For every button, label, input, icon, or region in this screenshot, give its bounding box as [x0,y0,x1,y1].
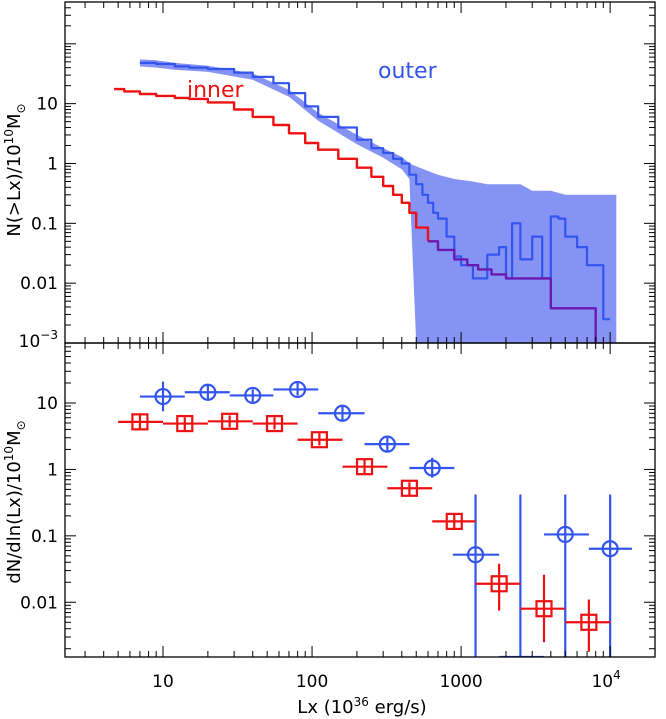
outer-marker [154,387,172,406]
outer-point [318,404,365,422]
axes-frame [64,342,656,658]
y-tick-label: 0.1 [31,527,58,547]
outer-point [544,494,589,657]
inner-point [118,413,164,431]
outer-point [499,494,545,657]
top-ylabel-sun: ⊙ [14,103,28,113]
y-tick-label: 10 [36,394,58,414]
top-plot-area [114,59,617,343]
inner-point [520,574,566,643]
annotation-inner: inner [187,78,245,103]
inner-marker [310,431,328,449]
outer-marker [423,459,441,477]
top-ylabel-sup: 10 [2,129,16,144]
y-tick-label-base: 10 [19,332,41,352]
outer-marker [199,383,217,401]
bottom-plot-area [118,380,632,657]
top-clip-group [114,59,617,343]
annotation-outer: outer [378,59,438,84]
outer-marker [244,386,262,405]
outer-point [184,383,230,401]
inner-cumulative-line [114,87,430,242]
bottom-ylabel: dN/dln(Lx)/1010M⊙ [2,420,28,583]
bottom-ylabel-sun: ⊙ [14,420,28,430]
inner-marker [490,575,508,593]
outer-point [409,457,455,478]
inner-point [252,414,298,433]
outer-marker [601,540,619,558]
y-tick-label: 1 [47,154,58,174]
x-axis-label-sup: 36 [354,695,369,709]
inner-point [297,431,343,449]
y-tick-label: 0.01 [20,274,58,294]
top-ylabel-msun: M [4,114,25,130]
inner-marker [176,414,194,433]
outer-point [229,386,274,405]
x-axis-label-tail: erg/s) [369,697,427,718]
outer-marker [289,380,307,399]
outer-marker [556,525,574,544]
top-ylabel-main: N(>Lx)/10 [4,144,25,236]
x-tick-label: 1000 [439,672,482,692]
x-tick-label: 104 [591,668,620,692]
y-tick-label: 10 [36,95,58,115]
y-tick-label: 10−3 [19,328,58,352]
x-tick-label: 10 [152,672,174,692]
inner-point [565,599,611,652]
outer-marker [466,546,485,564]
inner-marker [131,413,149,431]
inner-marker [355,458,374,476]
x-axis-label: Lx (1036 erg/s) [297,695,426,718]
x-axis-label-main: Lx (10 [297,697,353,718]
inner-marker [580,613,598,631]
outer-point [364,435,410,453]
x-tick-label: 100 [296,672,328,692]
outer-point [273,380,319,399]
outer-point [588,494,632,657]
inner-marker [400,479,419,497]
inner-marker [535,600,553,618]
inner-point [207,412,253,430]
y-tick-label: 0.01 [20,593,58,613]
inner-marker [265,414,284,433]
inner-point [163,414,208,433]
inner-point [387,479,433,497]
inner-marker [445,512,463,530]
inner-point [432,512,476,530]
bottom-clip-group [118,380,632,657]
outer-marker [378,435,396,453]
y-tick-label: 1 [47,460,58,480]
bottom-ylabel-msun: M [4,430,25,446]
top-ylabel: N(>Lx)/1010M⊙ [2,103,28,236]
outer-marker [333,404,352,422]
y-tick-label: 0.1 [31,214,58,234]
inner-point [342,458,388,476]
x-tick-label-exp: 4 [613,668,621,682]
bottom-ylabel-sup: 10 [2,446,16,461]
inner-cumulative-line-overlap [428,240,597,343]
outer-point [139,381,185,412]
outer-confidence-band [139,59,617,343]
inner-point [475,563,521,611]
bottom-ylabel-main: dN/dln(Lx)/10 [4,461,25,583]
inner-marker [221,412,239,430]
y-tick-label-exp: −3 [40,328,58,342]
x-tick-label-base: 10 [591,672,613,692]
